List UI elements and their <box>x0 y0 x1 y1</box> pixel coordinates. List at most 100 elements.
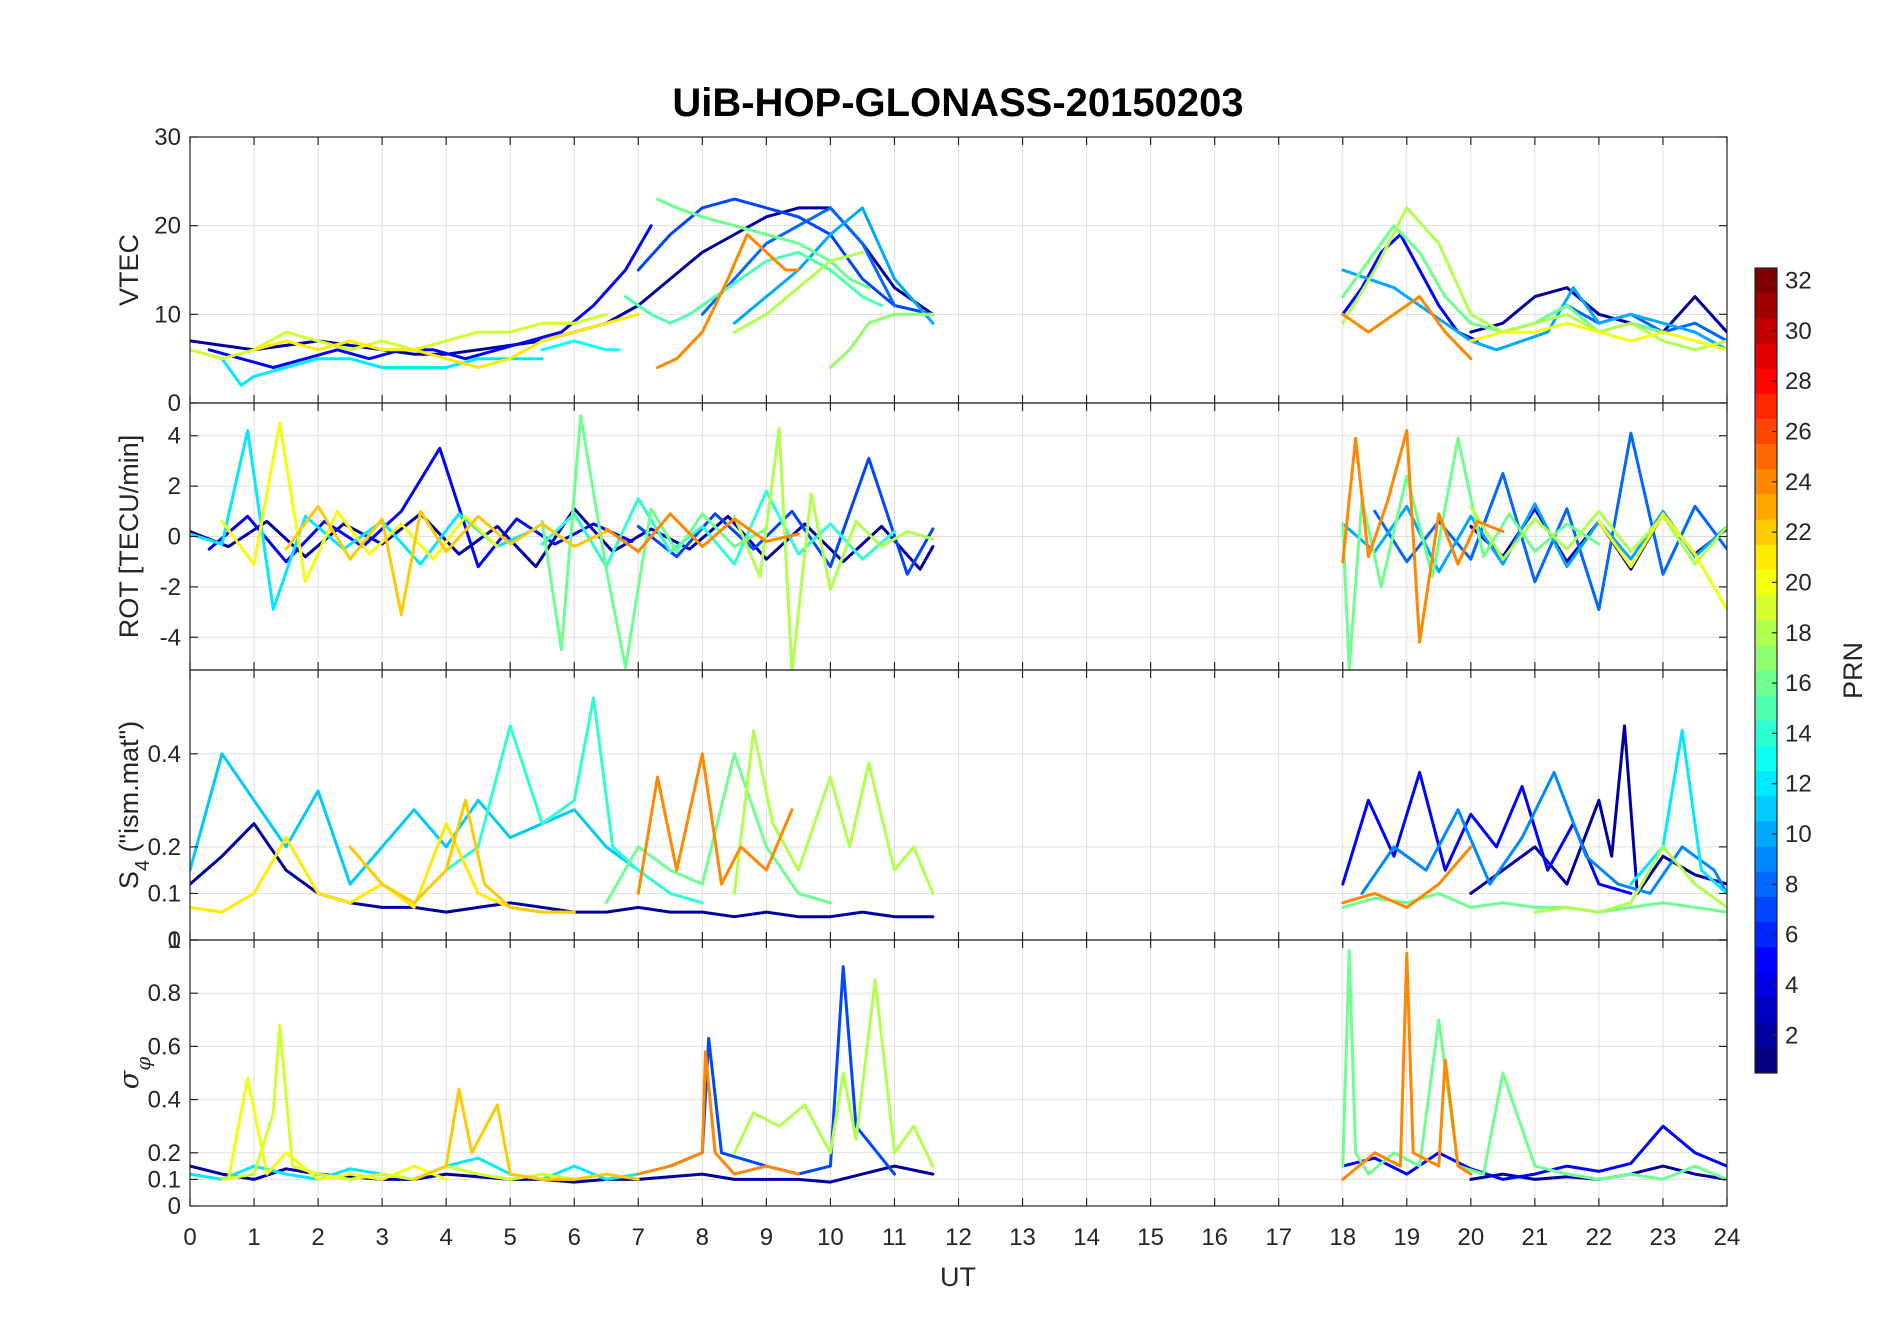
y-axis-label: ROT [TECU/min] <box>114 435 144 639</box>
series-group <box>190 414 1727 670</box>
series-line-prn-18 <box>732 250 864 334</box>
series-line-prn-16 <box>656 197 871 290</box>
series-line-prn-24 <box>636 752 794 895</box>
series-line-prn-14 <box>444 696 704 905</box>
y-tick-label: 0.1 <box>148 880 181 907</box>
x-tick-label: 18 <box>1329 1224 1356 1251</box>
x-tick-label: 9 <box>760 1224 773 1251</box>
colorbar-segment <box>1755 871 1777 898</box>
colorbar-tick-label: 6 <box>1785 922 1798 949</box>
colorbar-segment <box>1755 620 1777 646</box>
x-tick-label: 24 <box>1714 1224 1741 1251</box>
series-line-prn-13 <box>540 339 621 352</box>
series-line-prn-16 <box>1341 436 1601 670</box>
y-tick-label: 20 <box>154 213 181 240</box>
y-tick-label: 0.6 <box>148 1033 181 1060</box>
colorbar-segment <box>1755 268 1777 294</box>
x-tick-label: 8 <box>696 1224 709 1251</box>
y-axis-label: σφ <box>114 1057 155 1089</box>
x-tick-label: 20 <box>1457 1224 1484 1251</box>
series-line-prn-18 <box>732 729 935 895</box>
colorbar-segment <box>1755 469 1777 496</box>
y-tick-label: -4 <box>160 624 181 651</box>
x-tick-label: 1 <box>247 1224 260 1251</box>
colorbar-tick-label: 2 <box>1785 1022 1798 1049</box>
series-line-prn-16 <box>604 752 832 905</box>
series-line-prn-18 <box>1469 504 1727 566</box>
colorbar-segment <box>1755 720 1777 747</box>
series-line-prn-17 <box>828 312 935 369</box>
x-tick-labels: 0 1 2 3 4 5 6 7 8 9 10 11 12 13 14 15 16 17 18 19 20 21 22 23 24 <box>183 1224 1740 1251</box>
series-line-prn-7 <box>636 456 935 576</box>
series-line-prn-20 <box>226 1076 448 1181</box>
y-tick-label: 0 <box>168 1193 181 1220</box>
series-line-prn-5 <box>207 224 653 369</box>
series-line-prn-24 <box>1341 845 1473 909</box>
x-tick-label: 12 <box>945 1224 972 1251</box>
series-line-prn-22 <box>284 504 608 617</box>
y-tick-label: 4 <box>168 423 181 450</box>
series-line-prn-16 <box>1341 949 1727 1181</box>
colorbar-tick-label: 14 <box>1785 720 1812 747</box>
series-line-prn-8 <box>1373 431 1727 611</box>
y-tick-label: 30 <box>154 124 181 151</box>
series-line-prn-21 <box>252 312 640 369</box>
y-tick-label: 2 <box>168 473 181 500</box>
series-line-prn-10 <box>1341 502 1727 574</box>
colorbar-tick-label: 28 <box>1785 368 1812 395</box>
x-tick-label: 13 <box>1009 1224 1036 1251</box>
colorbar-segment <box>1755 569 1777 596</box>
series-line-prn-24 <box>604 512 800 554</box>
x-tick-label: 14 <box>1073 1224 1100 1251</box>
x-tick-label: 0 <box>183 1224 196 1251</box>
colorbar-segment <box>1755 796 1777 823</box>
series-line-prn-24 <box>1341 295 1473 361</box>
colorbar-segment <box>1755 293 1777 319</box>
series-line-prn-2 <box>1469 724 1727 895</box>
colorbar-label: PRN <box>1838 642 1868 699</box>
y-tick-label: 0.4 <box>148 741 181 768</box>
colorbar-segment <box>1755 368 1777 395</box>
series-line-prn-5 <box>1341 1124 1727 1181</box>
y-tick-label: 1 <box>168 927 181 954</box>
x-tick-label: 7 <box>632 1224 645 1251</box>
colorbar-tick-label: 4 <box>1785 972 1798 999</box>
series-line-prn-18 <box>732 978 935 1168</box>
x-tick-label: 21 <box>1522 1224 1549 1251</box>
colorbar-segment <box>1755 645 1777 672</box>
colorbar-segment <box>1755 745 1777 772</box>
panel-vtec: 0 10 20 30 VTEC <box>114 124 1728 417</box>
x-tick-label: 22 <box>1586 1224 1613 1251</box>
series-line-prn-18 <box>1533 845 1727 914</box>
y-tick-label: 10 <box>154 301 181 328</box>
series-line-prn-10 <box>1341 268 1727 352</box>
colorbar-segment <box>1755 695 1777 722</box>
y-tick-label: 0.2 <box>148 834 181 861</box>
colorbar-frame <box>1754 267 1778 1074</box>
series-line-prn-22 <box>412 1087 640 1181</box>
colorbar-segment <box>1755 444 1777 470</box>
series-line-prn-11 <box>190 752 640 886</box>
colorbar-segment <box>1755 343 1777 370</box>
colorbar-tick-label: 10 <box>1785 821 1812 848</box>
x-tick-label: 5 <box>504 1224 517 1251</box>
colorbar-segment <box>1755 393 1777 420</box>
x-tick-label: 16 <box>1201 1224 1228 1251</box>
colorbar-tick-label: 26 <box>1785 419 1812 446</box>
series-line-prn-18 <box>1341 206 1727 352</box>
colorbar-tick-label: 24 <box>1785 469 1812 496</box>
colorbar-segment <box>1755 595 1777 621</box>
series-line-prn-9 <box>1360 770 1727 895</box>
y-axis-label: VTEC <box>114 234 144 306</box>
chart-title: UiB-HOP-GLONASS-20150203 <box>672 81 1243 125</box>
colorbar-tick-label: 22 <box>1785 519 1812 546</box>
series-line-prn-2 <box>1469 286 1727 334</box>
x-tick-label: 23 <box>1650 1224 1677 1251</box>
series-group <box>190 949 1727 1184</box>
colorbar-segment <box>1755 997 1777 1024</box>
colorbar-segment <box>1755 972 1777 999</box>
colorbar-tick-label: 12 <box>1785 771 1812 798</box>
